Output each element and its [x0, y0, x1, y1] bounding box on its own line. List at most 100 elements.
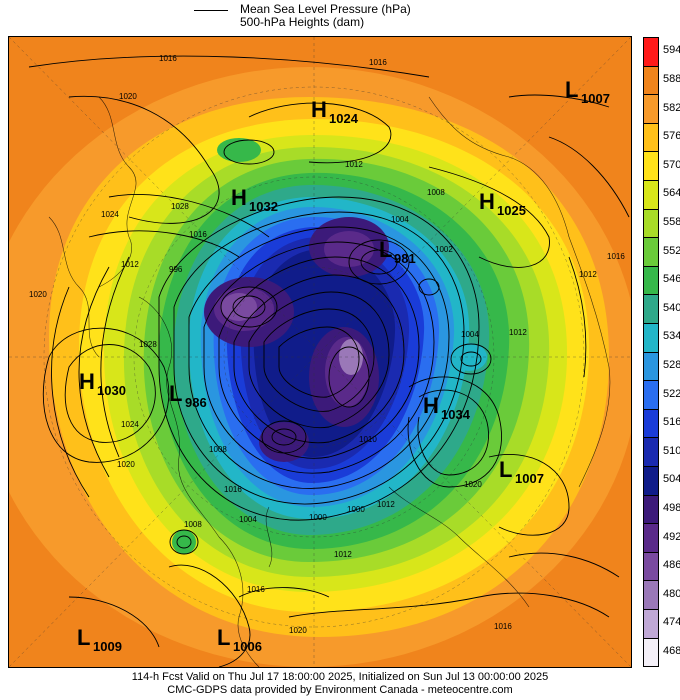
colorbar-label: 492: [663, 530, 680, 543]
colorbar-label: 480: [663, 587, 680, 600]
map-legend: Mean Sea Level Pressure (hPa) 500-hPa He…: [190, 2, 510, 32]
pressure-center: H 1032: [231, 185, 278, 214]
colorbar-swatch: [643, 151, 659, 180]
pressure-center: L 1007: [499, 457, 544, 486]
isobar-label: 1008: [184, 520, 202, 529]
pressure-center-value: 1024: [329, 111, 359, 126]
pressure-center: L 1007: [565, 77, 610, 106]
height-fill-534-east: [451, 343, 487, 371]
pressure-center-value: 1030: [97, 383, 126, 398]
coastlines: [48, 96, 611, 667]
colorbar-label: 474: [663, 616, 680, 629]
isobar-legend-label: Mean Sea Level Pressure (hPa): [240, 2, 411, 16]
colorbar-swatch: [643, 237, 659, 266]
colorbar-label: 528: [663, 358, 680, 371]
colorbar-label: 570: [663, 158, 680, 171]
isobar-legend-line: [194, 10, 228, 11]
height-fill-546-south: [172, 530, 196, 554]
colorbar-label: 594: [663, 44, 680, 57]
isobar-label: 1004: [391, 215, 409, 224]
pressure-center-value: 1009: [93, 639, 122, 654]
pressure-center-type: H: [311, 97, 327, 122]
isobar-label: 1024: [101, 210, 119, 219]
colorbar-label: 546: [663, 273, 680, 286]
isobar-label: 1024: [121, 420, 139, 429]
pressure-center-type: L: [77, 625, 90, 650]
colorbar-swatch: [643, 351, 659, 381]
isobar-label: 1020: [119, 92, 137, 101]
pressure-center-type: H: [479, 189, 495, 214]
colorbar-swatch: [643, 494, 659, 524]
isobar-label: 1016: [607, 252, 625, 261]
pressure-center-value: 1007: [515, 471, 544, 486]
height-fill-498-south: [259, 422, 309, 462]
isobar-label: 1012: [579, 270, 597, 279]
pressure-center: H 1024: [311, 97, 359, 126]
pressure-center-value: 1034: [441, 407, 471, 422]
isobar-label: 1016: [247, 585, 265, 594]
colorbar-swatch: [643, 437, 659, 466]
pressure-center: L 1006: [217, 625, 262, 654]
pressure-center: H 1030: [79, 369, 126, 398]
colorbar-border: [643, 666, 659, 668]
pressure-center-value: 986: [185, 395, 207, 410]
isobar-label: 1020: [289, 626, 307, 635]
pressure-center-value: 1025: [497, 203, 526, 218]
isobar-label: 1000: [309, 513, 327, 522]
pressure-center-value: 981: [394, 251, 416, 266]
colorbar-label: 486: [663, 559, 680, 572]
pressure-center: L 1009: [77, 625, 122, 654]
isobar-label: 1004: [461, 330, 479, 339]
colorbar-label: 582: [663, 101, 680, 114]
isobar-label: 1016: [494, 622, 512, 631]
isobar-label: 1028: [171, 202, 189, 211]
isobar-label: 1008: [427, 188, 445, 197]
weather-map: 1016 1016 1020 1024 1028 1016 1012 1012 …: [8, 36, 632, 668]
colorbar-swatch: [643, 408, 659, 438]
colorbar-label: 504: [663, 473, 680, 486]
isobar-label: 1012: [509, 328, 527, 337]
pressure-center: L 981: [379, 237, 416, 266]
colorbar-label: 498: [663, 501, 680, 514]
forecast-valid-text: 114-h Fcst Valid on Thu Jul 17 18:00:00 …: [131, 671, 549, 683]
isobar-labels: 1016 1016 1020 1024 1028 1016 1012 1012 …: [29, 54, 625, 635]
pressure-center-type: H: [79, 369, 95, 394]
colorbar-swatch: [643, 323, 659, 352]
isobar-label: 1020: [464, 480, 482, 489]
pressure-center-value: 1006: [233, 639, 262, 654]
colorbar-swatch: [643, 265, 659, 295]
colorbar-swatch: [643, 466, 659, 495]
colorbar-label: 540: [663, 301, 680, 314]
colorbar-swatch: [643, 122, 659, 152]
colorbar-label: 468: [663, 644, 680, 657]
data-credit-text: CMC-GDPS data provided by Environment Ca…: [167, 684, 513, 696]
colorbar-swatch: [643, 37, 659, 66]
pressure-centers: L 1007 H 1024 H 1032 H 1025 L 981 H 1030: [77, 77, 610, 654]
isobar-label: 1002: [435, 245, 453, 254]
isobar-label: 1020: [117, 460, 135, 469]
isobar-label: 1000: [347, 505, 365, 514]
pressure-center-value: 1032: [249, 199, 278, 214]
colorbar-swatch: [643, 609, 659, 638]
isobar-label: 1004: [239, 515, 257, 524]
colorbar-swatch: [643, 65, 659, 95]
map-footer: 114-h Fcst Valid on Thu Jul 17 18:00:00 …: [0, 671, 680, 697]
colorbar-swatch: [643, 380, 659, 409]
isobar-label: 1008: [209, 445, 227, 454]
colorbar-swatch: [643, 637, 659, 667]
pressure-center: H 1034: [423, 393, 471, 422]
colorbar-label: 510: [663, 444, 680, 457]
isobar-label: 1016: [159, 54, 177, 63]
colorbar-swatch: [643, 294, 659, 323]
isobar-label: 1028: [139, 340, 157, 349]
colorbar-label: 552: [663, 244, 680, 257]
height-fill-486-west: [221, 293, 257, 321]
height-legend-label: 500-hPa Heights (dam): [240, 15, 365, 29]
colorbar-swatch: [643, 580, 659, 609]
colorbar-swatch: [643, 551, 659, 581]
isobar-label: 1012: [345, 160, 363, 169]
isobar-label: 1010: [359, 435, 377, 444]
pressure-center: H 1025: [479, 189, 526, 218]
colorbar-swatch: [643, 523, 659, 552]
pressure-center-type: H: [231, 185, 247, 210]
